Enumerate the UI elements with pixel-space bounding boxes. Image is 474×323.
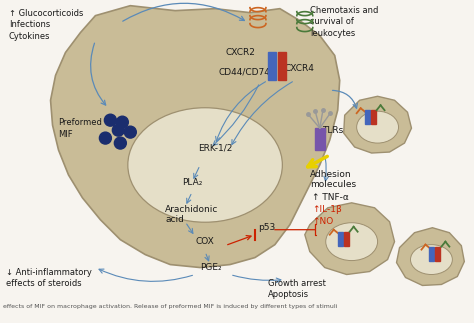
Circle shape [112, 124, 124, 136]
Ellipse shape [410, 245, 452, 275]
Text: ↑IL-1β: ↑IL-1β [312, 205, 342, 214]
Polygon shape [397, 228, 465, 286]
Bar [344, 232, 349, 245]
Bar [315, 128, 325, 150]
Polygon shape [344, 96, 411, 153]
Bar [278, 52, 286, 80]
Bar [436, 247, 440, 261]
Text: COX: COX [195, 237, 214, 246]
Ellipse shape [326, 223, 378, 261]
Bar [371, 110, 375, 124]
Circle shape [124, 126, 137, 138]
Bar [337, 232, 343, 245]
Text: PLA₂: PLA₂ [182, 178, 202, 187]
Circle shape [114, 137, 127, 149]
Ellipse shape [356, 111, 399, 143]
Polygon shape [305, 203, 394, 275]
Ellipse shape [128, 108, 283, 222]
Circle shape [100, 132, 111, 144]
Text: ↑ TNF-α: ↑ TNF-α [312, 193, 349, 202]
Text: Arachidonic
acid: Arachidonic acid [165, 205, 219, 224]
Text: Preformed
MIF: Preformed MIF [58, 118, 102, 139]
Text: ERK-1/2: ERK-1/2 [198, 143, 232, 152]
Text: PGE₂: PGE₂ [200, 263, 222, 272]
Text: ↑NO: ↑NO [312, 217, 333, 226]
Text: Adhesion
molecules: Adhesion molecules [310, 170, 356, 189]
Text: Chemotaxis and
survival of
leukocytes: Chemotaxis and survival of leukocytes [310, 6, 378, 37]
Circle shape [116, 116, 128, 128]
Circle shape [104, 114, 116, 126]
Text: effects of MIF on macrophage activation. Release of preformed MIF is induced by : effects of MIF on macrophage activation.… [3, 304, 337, 309]
Text: p53: p53 [258, 223, 275, 232]
Text: CD44/CD74: CD44/CD74 [218, 68, 270, 77]
Bar [365, 110, 370, 124]
Bar [268, 52, 276, 80]
Text: TLRs: TLRs [322, 126, 343, 135]
Text: ↑ Glucocorticoids
Infections
Cytokines: ↑ Glucocorticoids Infections Cytokines [9, 9, 83, 41]
Bar [429, 247, 434, 261]
Polygon shape [51, 6, 340, 267]
Text: CXCR2: CXCR2 [225, 48, 255, 57]
Text: ↓ Anti-inflammatory
effects of steroids: ↓ Anti-inflammatory effects of steroids [6, 267, 91, 288]
Text: CXCR4: CXCR4 [285, 64, 315, 73]
Text: Growth arrest
Apoptosis: Growth arrest Apoptosis [268, 279, 326, 299]
